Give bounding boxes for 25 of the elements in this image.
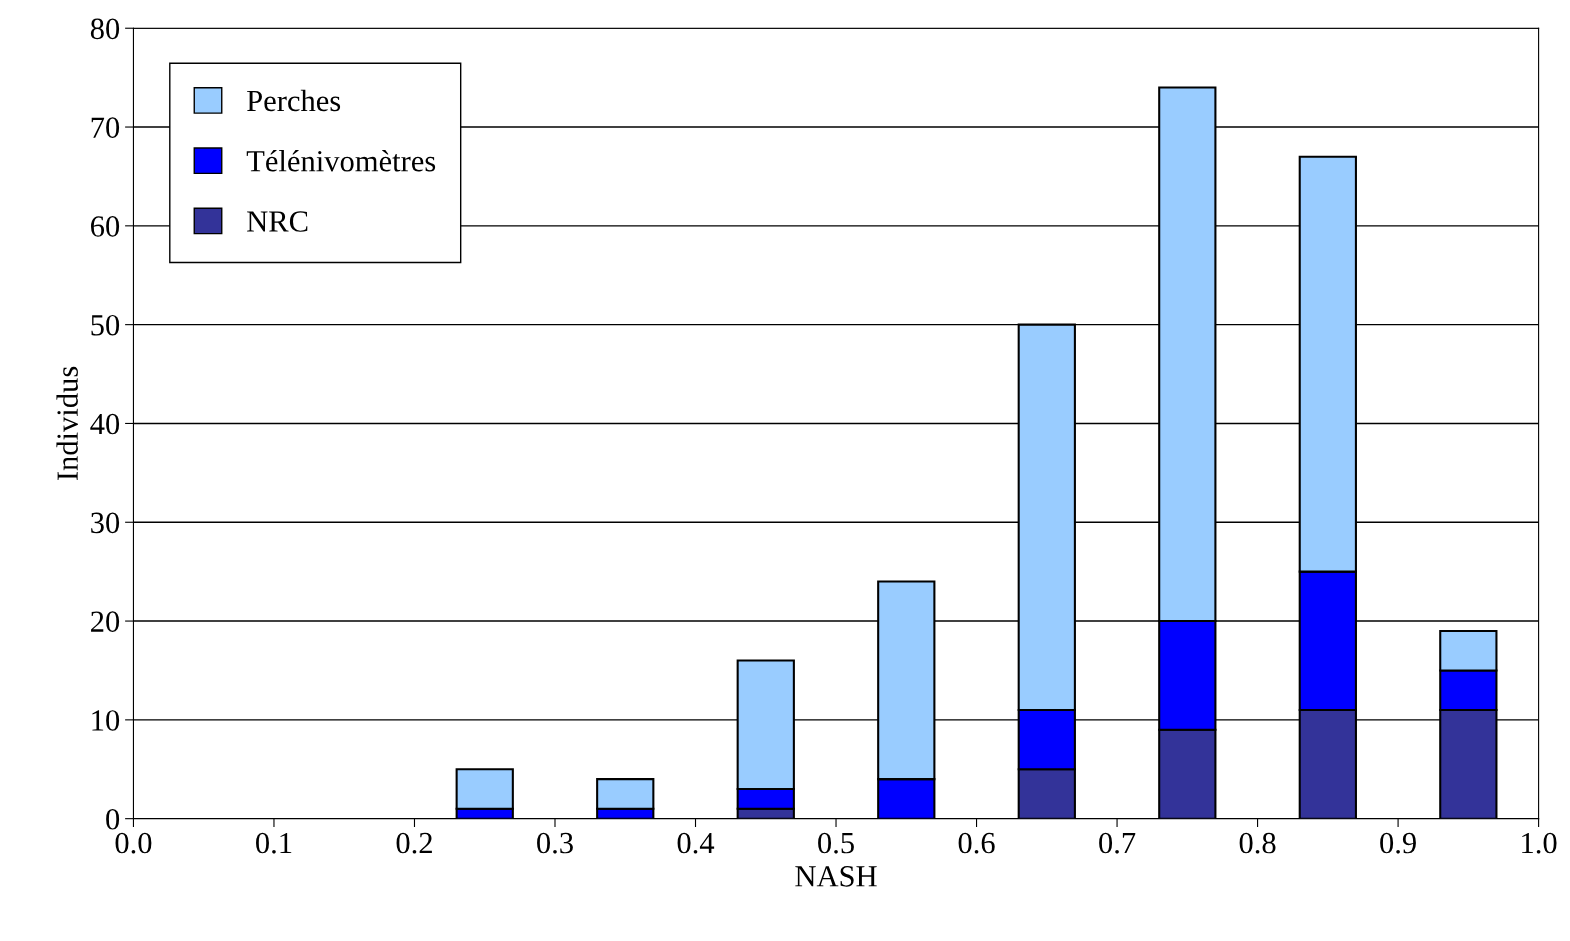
y-axis-title: Individus — [56, 366, 78, 481]
legend-label: Télénivomètres — [246, 149, 436, 172]
y-tick-label: 40 — [90, 413, 120, 435]
y-tick-label: 10 — [92, 710, 120, 731]
x-tick-label: 0.3 — [537, 832, 573, 854]
x-tick-label: 0.8 — [1239, 832, 1276, 854]
x-tick-label: 1.0 — [1522, 832, 1557, 854]
x-tick-label: 0.4 — [677, 832, 715, 854]
y-tick-label: 70 — [91, 117, 120, 138]
y-tick-label: 0 — [106, 808, 120, 830]
legend-label: Perches — [247, 89, 341, 112]
x-tick-label: 0.7 — [1099, 832, 1136, 854]
x-tick-label: 0.1 — [256, 832, 292, 854]
x-tick-label: 0.0 — [115, 832, 152, 854]
y-tick-label: 50 — [91, 314, 120, 336]
x-tick-label: 0.5 — [818, 832, 854, 854]
y-tick-label: 60 — [91, 216, 120, 237]
x-tick-label: 0.6 — [958, 832, 995, 854]
y-tick-label: 30 — [91, 512, 120, 534]
x-tick-label: 0.2 — [396, 832, 432, 854]
y-tick-label: 80 — [90, 18, 120, 40]
y-tick-label: 20 — [91, 611, 120, 632]
legend-label: NRC — [247, 211, 308, 232]
x-axis-title: NASH — [795, 866, 877, 887]
x-tick-label: 0.9 — [1380, 832, 1416, 854]
